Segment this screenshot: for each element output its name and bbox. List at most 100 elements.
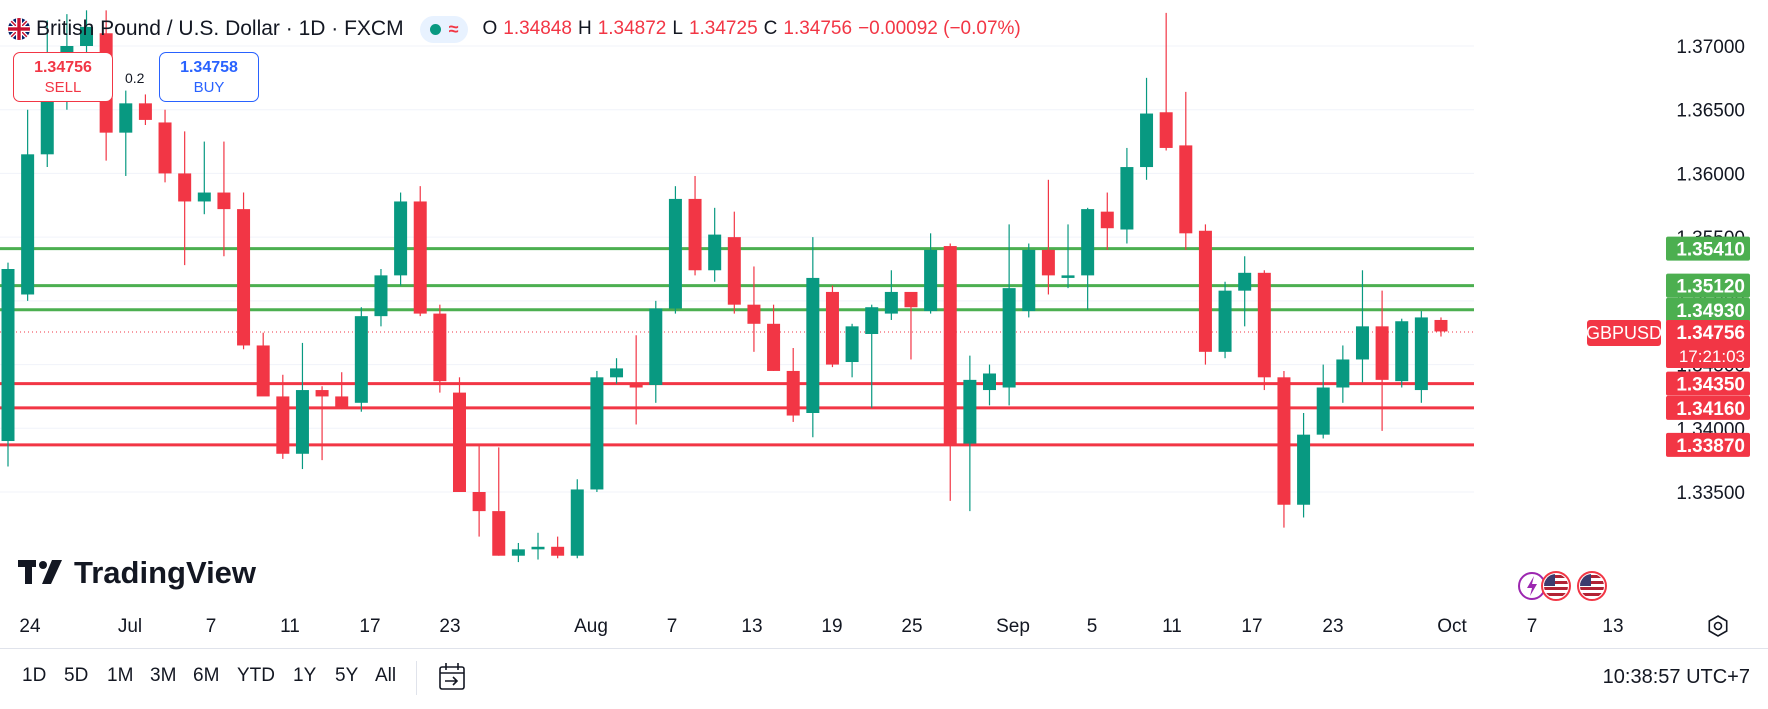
price-tick-label: 1.33500 [1676,483,1745,504]
buy-button[interactable]: 1.34758 BUY [159,52,259,102]
bottom-toolbar: 1D 5D 1M 3M 6M YTD 1Y 5Y All 10:38:57 UT… [0,648,1768,709]
us-flag-icon[interactable] [1540,570,1572,602]
range-all-button[interactable]: All [375,665,397,686]
range-ytd-button[interactable]: YTD [237,665,275,686]
time-tick-label: 5 [1087,616,1098,637]
candle-body [452,392,466,492]
candle-body [649,308,663,385]
candle-body [688,198,702,271]
range-5y-button[interactable]: 5Y [335,665,359,686]
candle-body [1336,359,1350,388]
approx-icon: ≈ [448,18,459,39]
last-price-label: 1.34756 [1676,323,1745,344]
high-value: 1.34872 [597,18,667,39]
candle-body [1081,209,1095,276]
candle-body [570,489,584,556]
level-price-label: 1.34350 [1676,375,1745,396]
sell-button[interactable]: 1.34756 SELL [13,52,113,102]
market-status-pill[interactable]: ≈ [419,15,469,43]
level-price-badge [1666,432,1750,457]
candle-body [1355,326,1369,360]
candle-body [80,26,94,46]
level-price-badge [1666,297,1750,322]
range-1d-button[interactable]: 1D [22,665,47,686]
time-tick-label: 17 [359,616,380,637]
economic-events[interactable] [1518,570,1608,602]
price-tick-label: 1.36500 [1676,101,1745,122]
candle-body [767,323,781,371]
time-tick-label: 7 [667,616,678,637]
range-1m-button[interactable]: 1M [107,665,134,686]
candle-body [1395,321,1409,382]
candle-body [590,377,604,490]
candle-body [884,291,898,314]
time-tick-label: 13 [741,616,762,637]
candle-body [1257,272,1271,378]
level-price-badge [1666,395,1750,420]
candle-body [511,549,525,556]
candle-body [138,103,152,120]
candle-body [786,370,800,416]
range-3m-button[interactable]: 3M [150,665,177,686]
candle-body [197,192,211,202]
close-label: C [763,18,778,39]
price-tick-label: 1.37000 [1676,37,1745,58]
candle-body [806,277,820,413]
candle-body [1100,211,1114,229]
candle-body [1414,317,1428,391]
time-tick-label: 11 [280,616,300,637]
candle-body [256,345,270,397]
range-1y-button[interactable]: 1Y [293,665,317,686]
price-chart[interactable]: 1.370001.365001.360001.355001.350001.345… [0,0,1768,648]
candle-body [315,390,329,397]
symbol-title[interactable]: British Pound / U.S. Dollar · 1D · FXCM [36,17,404,40]
candle-body [158,122,172,174]
settings-icon[interactable] [1706,614,1730,638]
sell-label: SELL [44,79,82,96]
candle-body [747,304,761,324]
candle-body [492,511,506,556]
time-tick-label: 25 [901,616,922,637]
candle-body [825,291,839,365]
time-tick-label: 24 [19,616,41,637]
range-5d-button[interactable]: 5D [64,665,89,686]
candle-body [1022,249,1036,312]
candle-body [295,390,309,454]
candle-body [1159,112,1173,148]
candle-body [217,192,231,210]
candle-body [924,249,938,312]
candle-body [335,396,349,407]
open-value: 1.34848 [503,18,572,39]
low-label: L [672,18,683,39]
candle-body [178,173,192,202]
range-6m-button[interactable]: 6M [193,665,220,686]
logo-text: TradingView [74,555,257,590]
candle-body [433,313,447,382]
candle-body [1375,326,1389,380]
symbol-badge [1587,319,1661,346]
open-label: O [482,18,498,39]
time-tick-label: Sep [996,616,1030,637]
level-price-badge [1666,273,1750,298]
candle-body [354,316,368,403]
candle-body [237,209,251,346]
candle-body [119,103,133,133]
candlestick-series [1,10,1448,563]
candle-body [1120,167,1134,230]
candle-body [865,307,879,334]
high-label: H [577,18,592,39]
sell-price: 1.34756 [34,59,92,76]
clock-timezone[interactable]: 10:38:57 UTC+7 [1602,666,1750,688]
candle-body [904,291,918,308]
candle-body [1002,288,1016,388]
level-price-label: 1.34930 [1676,301,1745,322]
compare-icon[interactable] [437,661,467,693]
time-tick-label: 23 [1322,616,1343,637]
us-flag-icon[interactable] [1576,570,1608,602]
candle-body [629,383,643,388]
time-tick-label: 11 [1162,616,1182,637]
candle-body [983,373,996,391]
toolbar-divider [416,661,417,695]
countdown-label: 17:21:03 [1679,347,1745,366]
low-value: 1.34725 [688,18,758,39]
